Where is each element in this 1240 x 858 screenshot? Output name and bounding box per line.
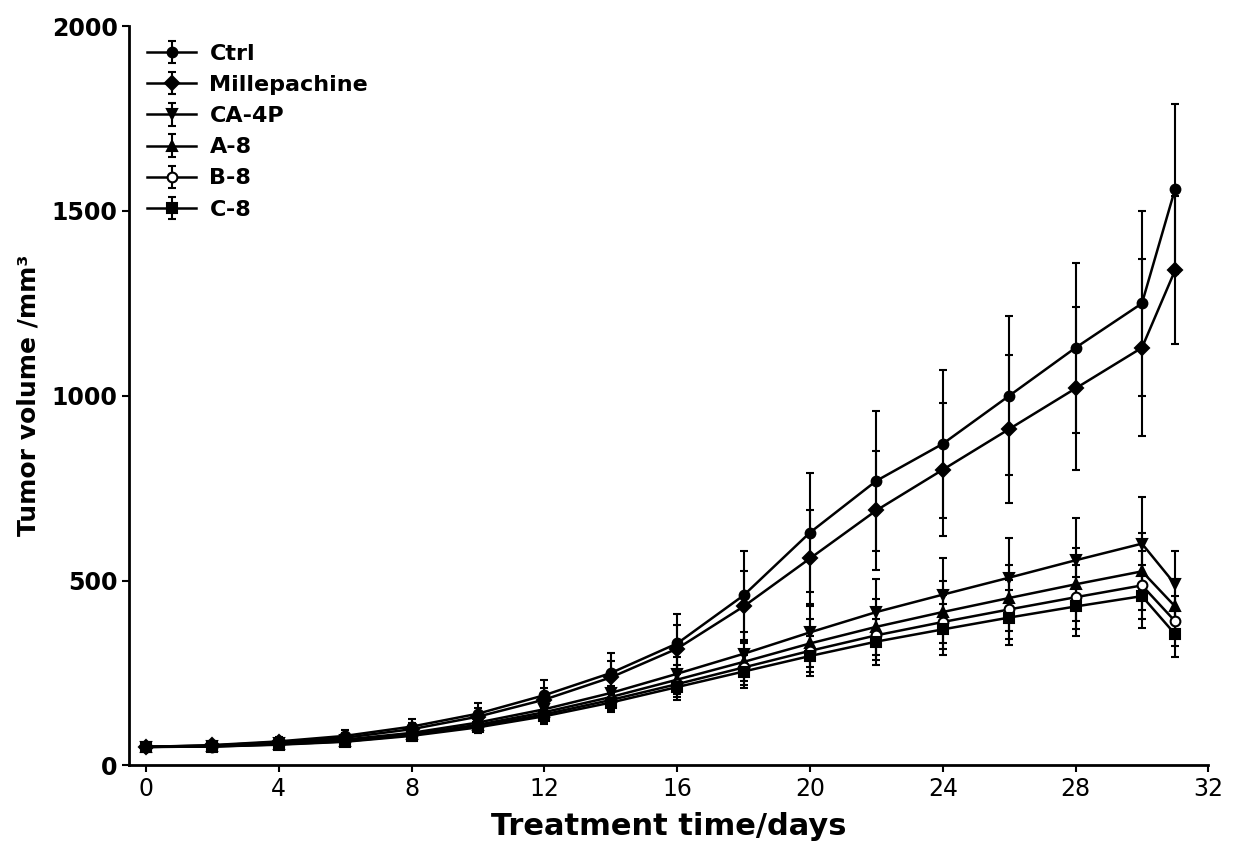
X-axis label: Treatment time/days: Treatment time/days: [491, 813, 847, 842]
Legend: Ctrl, Millepachine, CA-4P, A-8, B-8, C-8: Ctrl, Millepachine, CA-4P, A-8, B-8, C-8: [140, 37, 374, 227]
Y-axis label: Tumor volume /mm³: Tumor volume /mm³: [16, 255, 41, 536]
